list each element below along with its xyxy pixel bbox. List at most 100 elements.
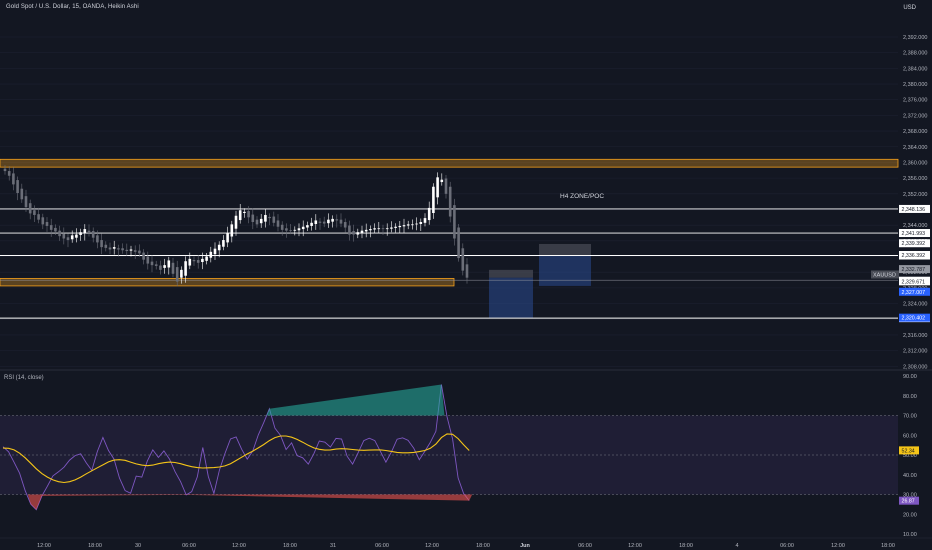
level-price-tag-bg: [899, 204, 930, 213]
bear-candle: [121, 248, 124, 251]
level-price-tag: 2,348.136: [902, 207, 926, 213]
bear-candle: [255, 219, 259, 225]
price-tick-label: 2,388.000: [903, 51, 927, 57]
bear-candle: [138, 250, 141, 254]
bear-candle: [192, 260, 196, 262]
price-tick-label: 2,356.000: [903, 176, 927, 182]
currency-label[interactable]: USD: [903, 5, 916, 11]
rsi-tick-label: 30.00: [903, 493, 917, 499]
bull-candle: [423, 218, 427, 223]
bear-candle: [125, 249, 129, 252]
price-axis[interactable]: 2,308.0002,312.0002,316.0002,320.0002,32…: [903, 35, 927, 538]
bull-candle: [167, 260, 171, 268]
price-tick-label: 2,312.000: [903, 349, 927, 355]
bull-candle: [217, 244, 221, 251]
time-tick-label: 18:00: [679, 543, 693, 549]
bear-candle: [251, 214, 255, 223]
bear-candle: [104, 244, 108, 248]
price-tag-bg: [899, 250, 930, 259]
price-tag-bg: [899, 313, 930, 322]
horizontal-levels[interactable]: [0, 208, 898, 319]
price-tick-label: 2,376.000: [903, 98, 927, 104]
bear-candle: [66, 237, 70, 241]
bear-candle: [322, 221, 326, 224]
bull-candle: [226, 233, 229, 243]
bull-candle: [205, 256, 208, 261]
rsi-tick-label: 60.00: [903, 433, 917, 439]
bear-candle: [285, 228, 288, 231]
bull-candle: [327, 219, 330, 224]
zone-rect: [0, 278, 455, 287]
bear-candle: [28, 203, 32, 214]
bull-candle: [222, 240, 225, 247]
bull-candle: [306, 225, 309, 228]
bull-candle: [234, 215, 238, 229]
bull-candle: [201, 258, 204, 263]
bull-candle: [83, 229, 87, 234]
bull-candle: [188, 258, 192, 266]
bear-candle: [91, 231, 95, 238]
bull-candle: [394, 226, 397, 228]
bear-candle: [175, 267, 179, 282]
price-tags: 2,348.1362,341.9932,336.2592,320.2832,33…: [899, 204, 930, 505]
bear-candle: [96, 235, 99, 243]
bear-candle: [45, 222, 49, 226]
time-tick-label: 12:00: [831, 543, 845, 549]
time-tick-label: 4: [735, 543, 738, 549]
bull-candle: [297, 228, 301, 231]
bull-candle: [75, 234, 78, 238]
rsi-tick-label: 70.00: [903, 414, 917, 420]
bull-candle: [112, 247, 116, 249]
bull-candle: [70, 235, 74, 240]
time-tick-label: 12:00: [232, 543, 246, 549]
bull-candle: [243, 211, 246, 214]
time-tick-label: 06:00: [375, 543, 389, 549]
bear-candle: [16, 180, 19, 194]
symbol-title[interactable]: Gold Spot / U.S. Dollar, 15, OANDA, Heik…: [6, 4, 139, 10]
bear-candle: [150, 261, 154, 266]
bull-candle: [230, 224, 234, 237]
bear-candle: [196, 260, 200, 263]
rsi-ma-tag: 52.34: [902, 448, 915, 454]
time-tick-label: 12:00: [425, 543, 439, 549]
rsi-lines: [2, 384, 473, 511]
price-tag: 2,327.007: [902, 290, 926, 296]
bear-candle: [117, 248, 120, 250]
bear-candle: [49, 225, 53, 230]
zones: [0, 158, 899, 287]
price-tick-label: 2,316.000: [903, 333, 927, 339]
bear-candle: [62, 233, 66, 239]
bear-candle: [154, 264, 158, 266]
time-tick-label: 30: [135, 543, 141, 549]
price-tick-label: 2,372.000: [903, 113, 927, 119]
bull-candle: [411, 224, 414, 226]
time-tick-label: Jun: [520, 543, 530, 549]
bear-candle: [7, 171, 11, 176]
rsi-value-tag-bg: [899, 496, 919, 505]
projection-boxes[interactable]: [489, 243, 591, 318]
bear-candle: [343, 222, 347, 228]
bull-candle: [377, 228, 381, 230]
bear-candle: [108, 247, 112, 250]
bull-candle: [398, 225, 402, 228]
rsi-title[interactable]: RSI (14, close): [4, 375, 44, 381]
grey-projection-box: [539, 243, 591, 256]
bull-candle: [369, 229, 372, 231]
time-tick-label: 06:00: [780, 543, 794, 549]
bear-candle: [146, 256, 150, 264]
price-tick-label: 2,352.000: [903, 192, 927, 198]
time-tick-label: 31: [330, 543, 336, 549]
rsi-tick-label: 40.00: [903, 473, 917, 479]
time-axis[interactable]: 12:00 18:00 30 06:00 12:00 18:00 31 06:00 12:00 1…: [0, 537, 932, 549]
bull-candle: [293, 229, 297, 231]
time-tick-label: 18:00: [881, 543, 895, 549]
bull-candle: [238, 210, 242, 221]
blue-projection-box: [489, 277, 533, 318]
price-tag-bg: [899, 239, 930, 248]
bear-candle: [352, 231, 355, 235]
bull-candle: [184, 261, 187, 276]
price-tick-label: 2,380.000: [903, 82, 927, 88]
price-tick-label: 2,384.000: [903, 66, 927, 72]
